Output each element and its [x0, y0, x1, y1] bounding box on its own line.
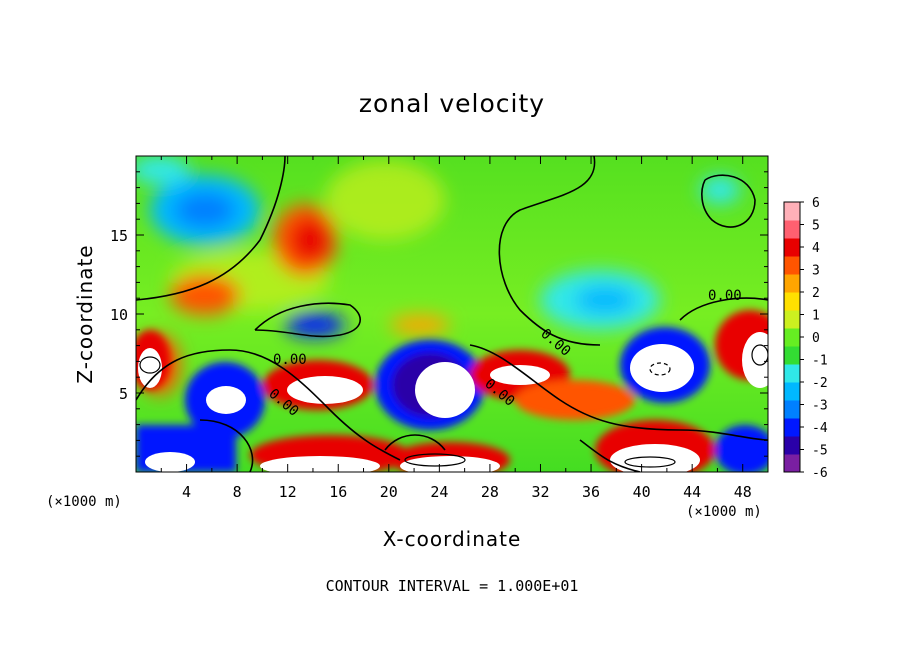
x-axis-title: X-coordinate: [383, 527, 522, 551]
x-tick-label: 4: [182, 483, 191, 501]
colorbar-tick-label: -2: [812, 376, 828, 391]
colorbar-tick-label: 0: [812, 331, 820, 346]
colorbar-tick-label: 3: [812, 264, 820, 279]
x-tick-label: 44: [683, 483, 701, 501]
x-tick-label: 24: [430, 483, 448, 501]
y-tick-label: 10: [110, 306, 128, 324]
x-axis: 4 8 12 16 20 24 28 32 36 40 44 48: [160, 156, 752, 501]
contour-interval-note: CONTOUR INTERVAL = 1.000E+01: [326, 577, 579, 595]
colorbar-tick-label: 4: [812, 241, 820, 256]
colorbar-swatch: [784, 292, 800, 311]
x-tick-label: 12: [279, 483, 297, 501]
colorbar-swatch: [784, 328, 800, 347]
x-unit-right: (×1000 m): [686, 504, 762, 520]
colorbar-tick-label: 5: [812, 219, 820, 234]
x-tick-label: 32: [531, 483, 549, 501]
x-unit-left: (×1000 m): [46, 494, 122, 510]
y-axis: 5 10 15: [110, 171, 768, 457]
colorbar-swatch: [784, 310, 800, 329]
colorbar: 6 5 4 3 2 1 0 -1 -2 -3 -4 -5 -6: [783, 196, 828, 481]
chart-title: zonal velocity: [359, 89, 545, 118]
colorbar-swatch: [784, 256, 800, 275]
colorbar-tick-label: 2: [812, 286, 820, 301]
colorbar-tick-label: -5: [812, 444, 828, 459]
colorbar-tick-label: 6: [812, 196, 820, 211]
x-tick-label: 36: [582, 483, 600, 501]
contour-label: 0.00: [273, 352, 307, 368]
colorbar-swatch: [784, 400, 800, 419]
velocity-field: [136, 156, 768, 472]
contour-label: 0.00: [708, 288, 742, 304]
x-tick-label: 8: [233, 483, 242, 501]
colorbar-swatch: [784, 238, 800, 257]
x-tick-label: 28: [481, 483, 499, 501]
colorbar-swatch: [784, 418, 800, 437]
colorbar-swatch: [784, 202, 800, 221]
colorbar-tick-label: -1: [812, 354, 828, 369]
y-tick-label: 15: [110, 227, 128, 245]
x-tick-label: 40: [633, 483, 651, 501]
colorbar-swatch: [784, 436, 800, 455]
colorbar-tick-label: -3: [812, 399, 828, 414]
colorbar-swatch: [784, 346, 800, 365]
colorbar-swatch: [784, 364, 800, 383]
colorbar-tick-label: 1: [812, 309, 820, 324]
x-tick-label: 48: [734, 483, 752, 501]
colorbar-swatch: [784, 454, 800, 473]
x-tick-label: 20: [380, 483, 398, 501]
colorbar-swatch: [784, 220, 800, 239]
y-tick-label: 5: [119, 385, 128, 403]
colorbar-swatch: [784, 382, 800, 401]
y-axis-title: Z-coordinate: [73, 244, 97, 383]
colorbar-swatch: [784, 274, 800, 293]
colorbar-tick-label: -4: [812, 421, 828, 436]
x-tick-label: 16: [329, 483, 347, 501]
colorbar-tick-label: -6: [812, 466, 828, 481]
